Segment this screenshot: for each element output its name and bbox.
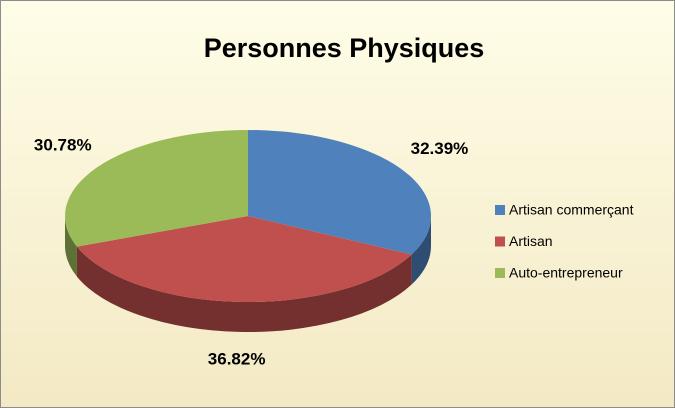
chart-title: Personnes Physiques (204, 33, 485, 63)
slice-side (76, 246, 412, 333)
legend-label: Artisan commerçant (509, 202, 634, 218)
data-label: 36.82% (208, 349, 266, 368)
slice (248, 130, 431, 255)
data-label: 32.39% (411, 139, 469, 158)
slice (65, 130, 248, 247)
pie: 32.39% 36.82% 30.78% (34, 130, 468, 368)
legend-swatch (495, 268, 505, 278)
legend-swatch (495, 205, 505, 215)
slice-side (411, 216, 431, 285)
slice (76, 216, 412, 302)
legend: Artisan commerçant Artisan Auto-entreprene… (495, 202, 634, 281)
slice-side (65, 216, 77, 277)
legend-label: Auto-entrepreneur (509, 265, 623, 281)
data-label: 30.78% (34, 135, 92, 154)
legend-swatch (495, 236, 505, 247)
legend-label: Artisan (509, 233, 553, 249)
